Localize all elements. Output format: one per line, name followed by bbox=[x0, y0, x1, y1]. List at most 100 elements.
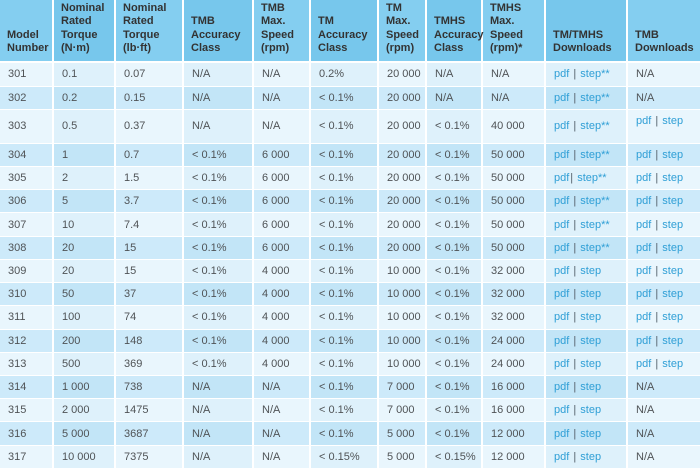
cell-tmb_dl: N/A bbox=[627, 421, 700, 446]
step-link[interactable]: step** bbox=[577, 195, 610, 208]
cell-tm_speed: 20 000 bbox=[378, 86, 427, 110]
cell-tmb_acc: N/A bbox=[183, 375, 254, 400]
step-link[interactable]: step** bbox=[577, 91, 610, 104]
pdf-link[interactable]: pdf bbox=[554, 172, 570, 185]
step-link[interactable]: step bbox=[659, 357, 684, 370]
pdf-link[interactable]: pdf bbox=[636, 195, 655, 208]
step-link[interactable]: step** bbox=[577, 241, 610, 254]
cell-tmb_acc: < 0.1% bbox=[183, 166, 254, 191]
step-link[interactable]: step bbox=[659, 148, 684, 161]
cell-model: 316 bbox=[0, 421, 54, 446]
cell-tm_acc: < 0.1% bbox=[310, 189, 379, 214]
cell-tmb_speed: 4 000 bbox=[253, 259, 311, 284]
step-link[interactable]: step** bbox=[577, 120, 610, 133]
step-link[interactable]: step bbox=[659, 265, 684, 278]
step-link[interactable]: step** bbox=[574, 172, 607, 185]
step-link[interactable]: step bbox=[577, 427, 602, 440]
cell-tm_tmhs_dl: pdf | step bbox=[545, 352, 628, 377]
step-link[interactable]: step bbox=[659, 288, 684, 301]
step-link[interactable]: step bbox=[659, 241, 684, 254]
step-link[interactable]: step bbox=[659, 195, 684, 208]
table-row: 306 5 3.7 < 0.1% 6 000 < 0.1% 20 000 < 0.1% 50 0… bbox=[0, 189, 700, 214]
pipe-separator: | bbox=[655, 172, 659, 185]
pdf-link[interactable]: pdf bbox=[554, 357, 573, 370]
step-link[interactable]: step bbox=[659, 311, 684, 324]
pipe-separator: | bbox=[573, 404, 577, 417]
cell-model: 307 bbox=[0, 212, 54, 237]
pipe-separator: | bbox=[573, 148, 577, 161]
cell-tm_speed: 10 000 bbox=[378, 259, 427, 284]
step-link[interactable]: step bbox=[577, 288, 602, 301]
pdf-link[interactable]: pdf bbox=[636, 114, 655, 127]
cell-tm_acc: < 0.1% bbox=[310, 259, 379, 284]
cell-tmb_dl: pdf | step bbox=[627, 109, 700, 144]
table-row: 305 2 1.5 < 0.1% 6 000 < 0.1% 20 000 < 0.1% 50 0… bbox=[0, 166, 700, 191]
cell-tmhs_speed: 32 000 bbox=[482, 305, 546, 330]
pdf-link[interactable]: pdf bbox=[554, 404, 573, 417]
cell-tmhs_speed: 24 000 bbox=[482, 352, 546, 377]
pdf-link[interactable]: pdf bbox=[554, 381, 573, 394]
pdf-link[interactable]: pdf bbox=[554, 218, 573, 231]
cell-tmb_speed: N/A bbox=[253, 421, 311, 446]
pdf-link[interactable]: pdf bbox=[554, 288, 573, 301]
cell-tmb_acc: < 0.1% bbox=[183, 143, 254, 168]
cell-torque_lbft: 1.5 bbox=[115, 166, 184, 191]
step-link[interactable]: step bbox=[577, 334, 602, 347]
cell-tm_tmhs_dl: pdf | step bbox=[545, 329, 628, 353]
cell-torque_nm: 500 bbox=[53, 352, 116, 377]
cell-tm_tmhs_dl: pdf| step** bbox=[545, 166, 628, 191]
step-link[interactable]: step** bbox=[577, 218, 610, 231]
pdf-link[interactable]: pdf bbox=[554, 265, 573, 278]
step-link[interactable]: step bbox=[659, 114, 684, 127]
cell-model: 314 bbox=[0, 375, 54, 400]
cell-torque_lbft: 148 bbox=[115, 329, 184, 353]
pdf-link[interactable]: pdf bbox=[636, 241, 655, 254]
step-link[interactable]: step bbox=[577, 311, 602, 324]
step-link[interactable]: step** bbox=[577, 148, 610, 161]
cell-tmb_speed: 6 000 bbox=[253, 189, 311, 214]
pdf-link[interactable]: pdf bbox=[636, 218, 655, 231]
cell-tm_speed: 10 000 bbox=[378, 329, 427, 353]
cell-tm_tmhs_dl: pdf | step bbox=[545, 421, 628, 446]
cell-model: 317 bbox=[0, 445, 54, 469]
step-link[interactable]: step** bbox=[577, 68, 610, 81]
table-body: 301 0.1 0.07 N/A N/A 0.2% 20 000 N/A N/A pdf | st… bbox=[0, 62, 700, 469]
step-link[interactable]: step bbox=[577, 265, 602, 278]
pdf-link[interactable]: pdf bbox=[554, 120, 573, 133]
pdf-link[interactable]: pdf bbox=[554, 148, 573, 161]
cell-tmb_speed: 6 000 bbox=[253, 166, 311, 191]
cell-tmb_speed: 4 000 bbox=[253, 305, 311, 330]
pdf-link[interactable]: pdf bbox=[636, 288, 655, 301]
pipe-separator: | bbox=[655, 114, 659, 127]
pdf-link[interactable]: pdf bbox=[636, 311, 655, 324]
pipe-separator: | bbox=[573, 288, 577, 301]
pdf-link[interactable]: pdf bbox=[636, 172, 655, 185]
pdf-link[interactable]: pdf bbox=[554, 241, 573, 254]
cell-torque_lbft: 15 bbox=[115, 259, 184, 284]
cell-tm_speed: 20 000 bbox=[378, 212, 427, 237]
pdf-link[interactable]: pdf bbox=[636, 357, 655, 370]
pdf-link[interactable]: pdf bbox=[554, 91, 573, 104]
cell-torque_nm: 50 bbox=[53, 282, 116, 307]
step-link[interactable]: step bbox=[659, 218, 684, 231]
pdf-link[interactable]: pdf bbox=[636, 148, 655, 161]
cell-torque_lbft: 738 bbox=[115, 375, 184, 400]
pdf-link[interactable]: pdf bbox=[554, 68, 573, 81]
pdf-link[interactable]: pdf bbox=[554, 195, 573, 208]
column-header-torque_nm: Nominal Rated Torque (N·m) bbox=[53, 0, 116, 63]
pdf-link[interactable]: pdf bbox=[636, 265, 655, 278]
step-link[interactable]: step bbox=[577, 404, 602, 417]
pdf-link[interactable]: pdf bbox=[554, 334, 573, 347]
step-link[interactable]: step bbox=[659, 172, 684, 185]
pdf-link[interactable]: pdf bbox=[554, 427, 573, 440]
pipe-separator: | bbox=[573, 241, 577, 254]
pdf-link[interactable]: pdf bbox=[554, 311, 573, 324]
cell-torque_lbft: 3.7 bbox=[115, 189, 184, 214]
step-link[interactable]: step bbox=[577, 381, 602, 394]
step-link[interactable]: step bbox=[659, 334, 684, 347]
step-link[interactable]: step bbox=[577, 450, 602, 463]
step-link[interactable]: step bbox=[577, 357, 602, 370]
pdf-link[interactable]: pdf bbox=[554, 450, 573, 463]
pdf-link[interactable]: pdf bbox=[636, 334, 655, 347]
cell-tm_acc: < 0.15% bbox=[310, 445, 379, 469]
